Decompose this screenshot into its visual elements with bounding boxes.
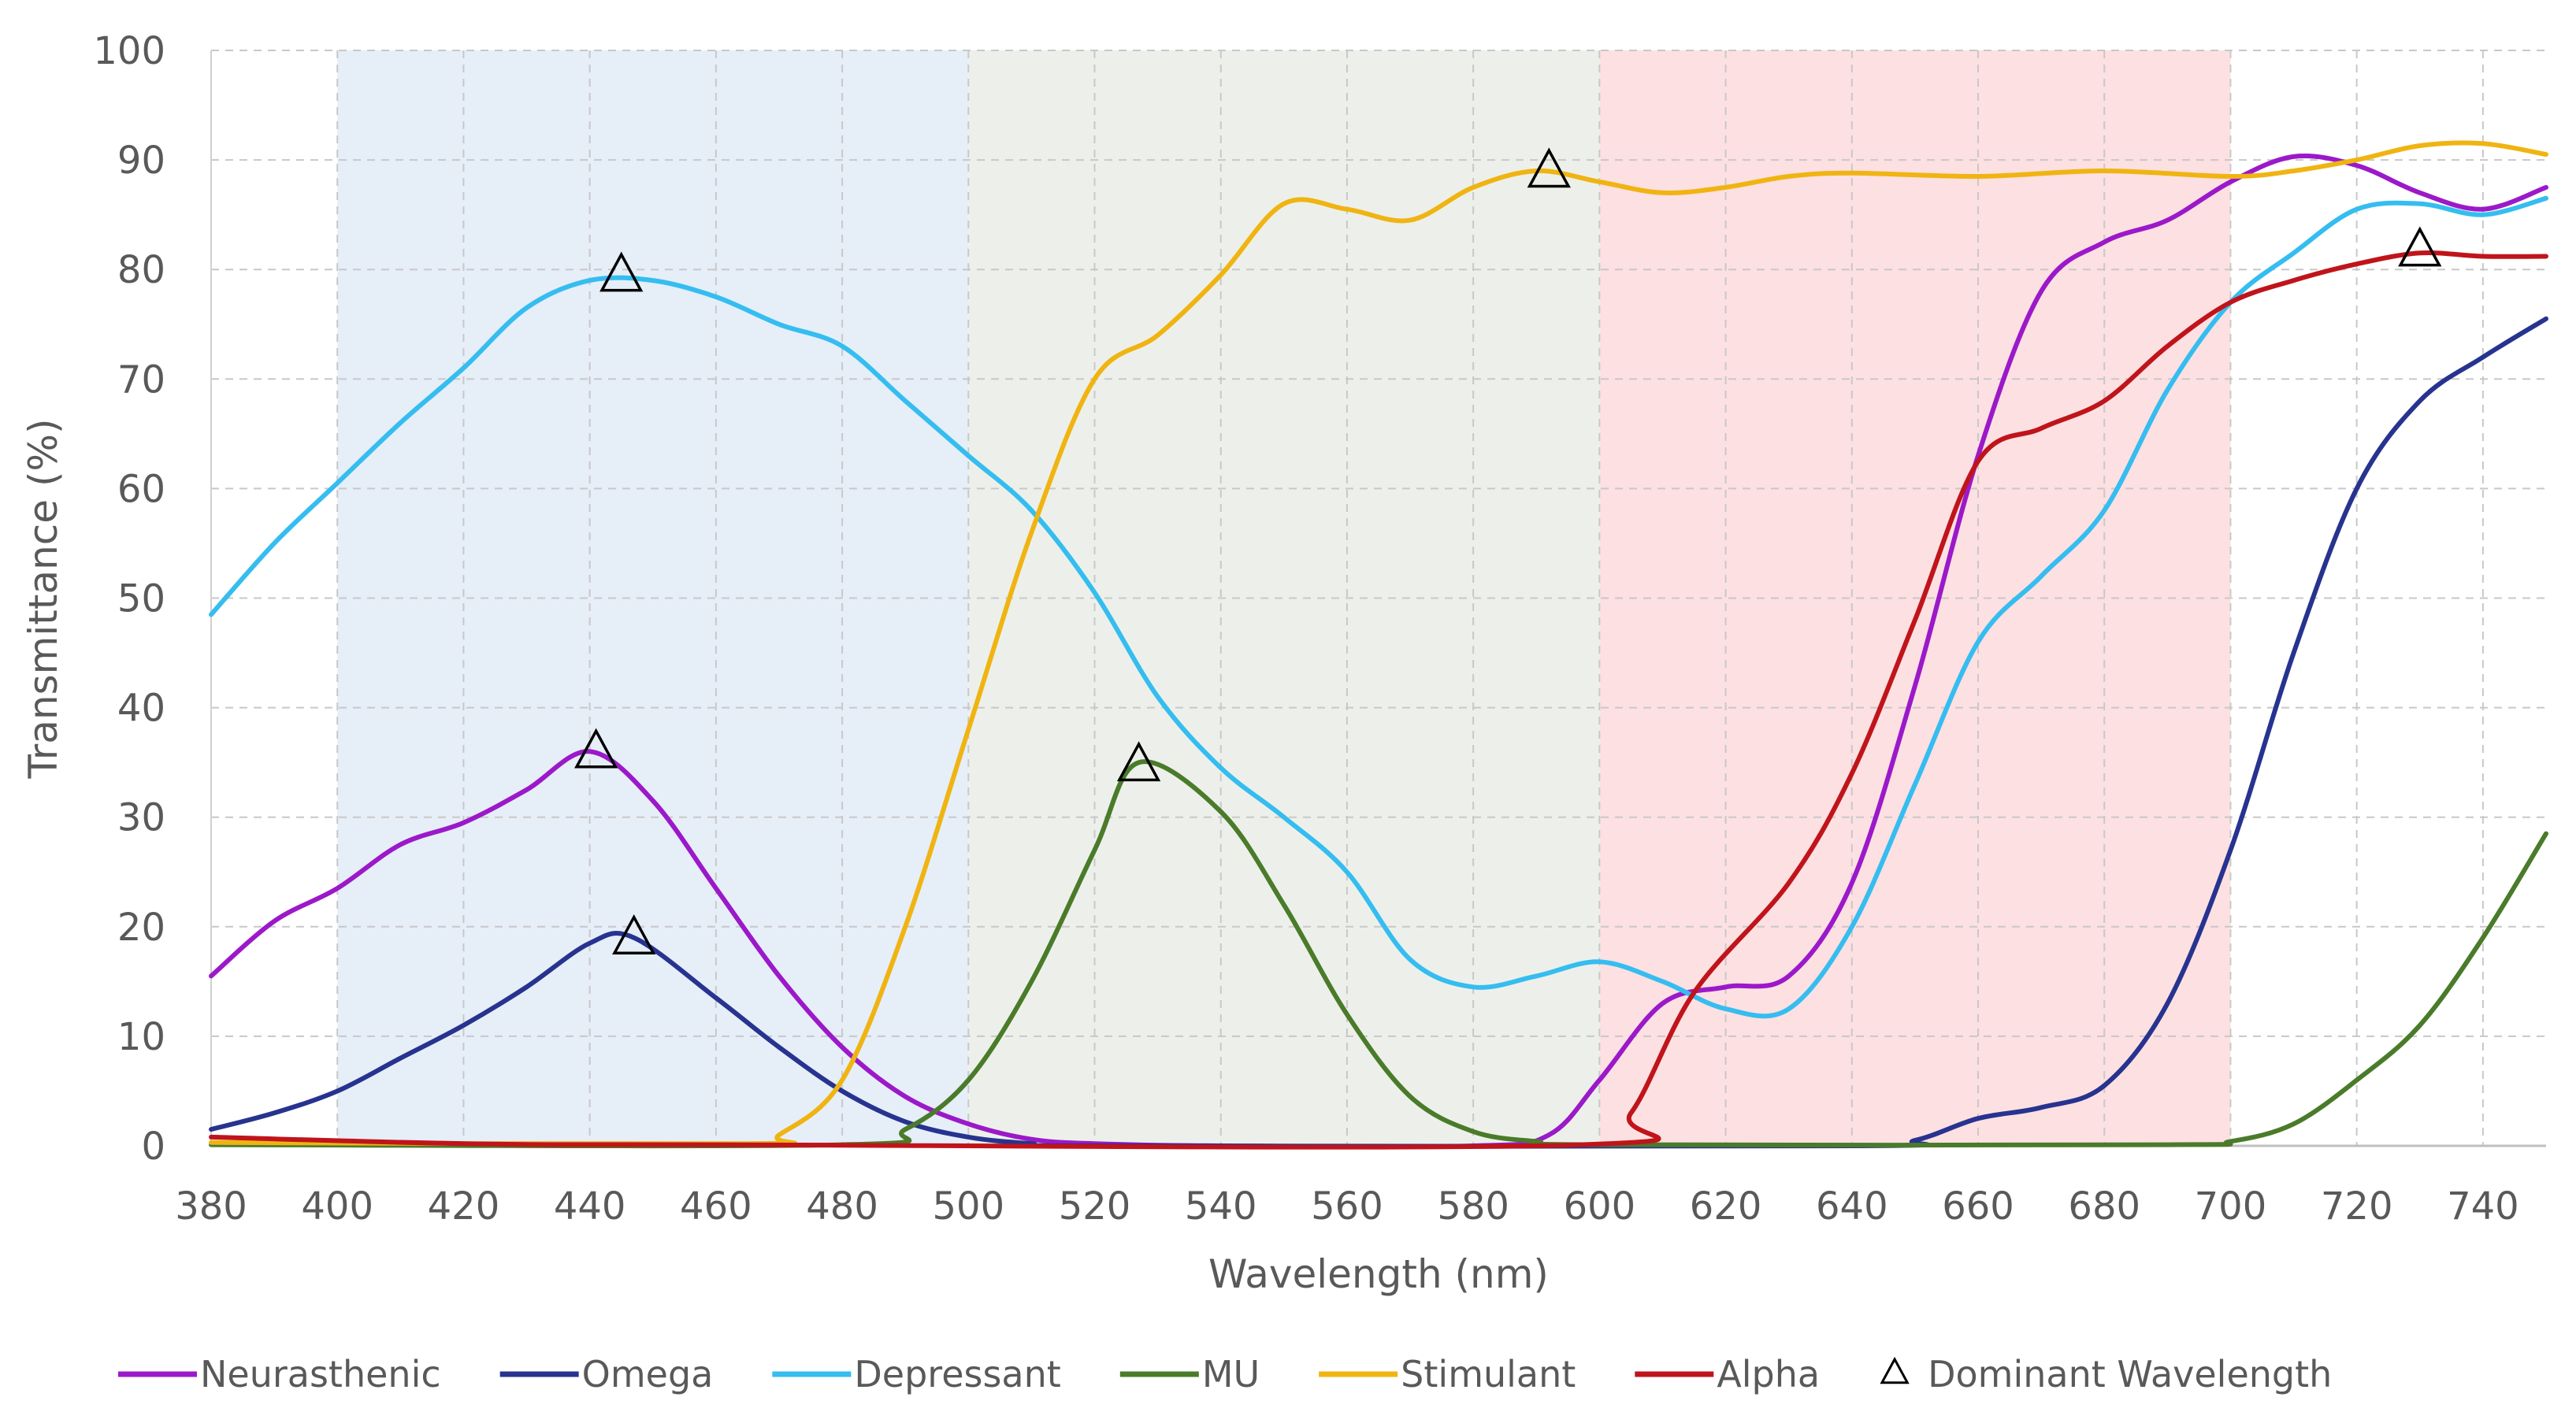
y-tick-label: 80 bbox=[117, 248, 165, 292]
y-tick-label: 70 bbox=[117, 358, 165, 402]
y-tick-label: 10 bbox=[117, 1015, 165, 1059]
legend-item-alpha: Alpha bbox=[1635, 1353, 1820, 1395]
dominant-wavelength-marker bbox=[2398, 226, 2442, 267]
series-line-depressant bbox=[209, 195, 2548, 1019]
x-tick-label: 460 bbox=[680, 1184, 752, 1229]
legend-item-stimulant: Stimulant bbox=[1319, 1353, 1576, 1395]
dominant-wavelength-marker bbox=[1527, 147, 1571, 188]
x-tick-label: 520 bbox=[1059, 1184, 1131, 1229]
x-axis-title: Wavelength (nm) bbox=[1208, 1251, 1549, 1297]
legend-label: Alpha bbox=[1717, 1353, 1820, 1395]
legend-label: Stimulant bbox=[1401, 1353, 1576, 1395]
x-tick-label: 740 bbox=[2447, 1184, 2519, 1229]
x-tick-label: 560 bbox=[1311, 1184, 1383, 1229]
legend-label: Omega bbox=[582, 1353, 714, 1395]
legend-item-mu: MU bbox=[1119, 1353, 1260, 1395]
legend-item-dominant-wavelength: Dominant Wavelength bbox=[1880, 1353, 2332, 1395]
x-tick-label: 440 bbox=[554, 1184, 626, 1229]
y-tick-label: 100 bbox=[93, 29, 165, 73]
x-tick-label: 480 bbox=[806, 1184, 878, 1229]
y-tick-label: 90 bbox=[117, 139, 165, 183]
x-tick-label: 680 bbox=[2068, 1184, 2140, 1229]
dominant-wavelength-marker bbox=[1116, 741, 1161, 782]
legend-item-depressant: Depressant bbox=[772, 1353, 1061, 1395]
y-tick-label: 60 bbox=[117, 467, 165, 511]
x-tick-label: 420 bbox=[428, 1184, 500, 1229]
y-tick-label: 30 bbox=[117, 796, 165, 840]
legend-label: Dominant Wavelength bbox=[1928, 1353, 2332, 1395]
x-tick-label: 580 bbox=[1437, 1184, 1509, 1229]
series-line-alpha bbox=[209, 250, 2548, 1150]
dominant-wavelength-marker bbox=[599, 251, 644, 292]
series-lines bbox=[209, 140, 2548, 1150]
legend-label: Neurasthenic bbox=[200, 1353, 441, 1395]
x-tick-label: 660 bbox=[1942, 1184, 2014, 1229]
y-tick-label: 50 bbox=[117, 577, 165, 621]
dominant-wavelength-marker bbox=[574, 728, 618, 769]
legend-label: Depressant bbox=[854, 1353, 1060, 1395]
x-tick-label: 620 bbox=[1690, 1184, 1762, 1229]
x-tick-label: 640 bbox=[1816, 1184, 1888, 1229]
x-tick-label: 700 bbox=[2195, 1184, 2267, 1229]
x-tick-label: 500 bbox=[932, 1184, 1004, 1229]
legend-triangle-icon bbox=[1880, 1356, 1910, 1384]
x-tick-label: 380 bbox=[175, 1184, 247, 1229]
legend-item-neurasthenic: Neurasthenic bbox=[118, 1353, 441, 1395]
legend: Neurasthenic Omega Depressant MU Stimulant Al… bbox=[118, 1353, 2332, 1395]
dominant-wavelength-marker bbox=[612, 914, 656, 954]
x-tick-label: 600 bbox=[1564, 1184, 1636, 1229]
x-tick-label: 720 bbox=[2321, 1184, 2393, 1229]
series-line-mu bbox=[209, 759, 2548, 1149]
y-tick-label: 0 bbox=[141, 1125, 165, 1169]
x-tick-label: 540 bbox=[1185, 1184, 1257, 1229]
series-line-stimulant bbox=[209, 140, 2548, 1147]
legend-item-omega: Omega bbox=[499, 1353, 714, 1395]
y-tick-label: 40 bbox=[117, 687, 165, 731]
dominant-wavelength-markers bbox=[574, 147, 2442, 954]
legend-label: MU bbox=[1202, 1353, 1260, 1395]
x-tick-label: 400 bbox=[301, 1184, 373, 1229]
y-tick-label: 20 bbox=[117, 906, 165, 950]
tick-labels: 0 10 20 30 40 50 60 70 80 90 100 380 400 420 440 460 480… bbox=[93, 29, 2518, 1229]
y-axis-title: Transmittance (%) bbox=[20, 419, 66, 780]
